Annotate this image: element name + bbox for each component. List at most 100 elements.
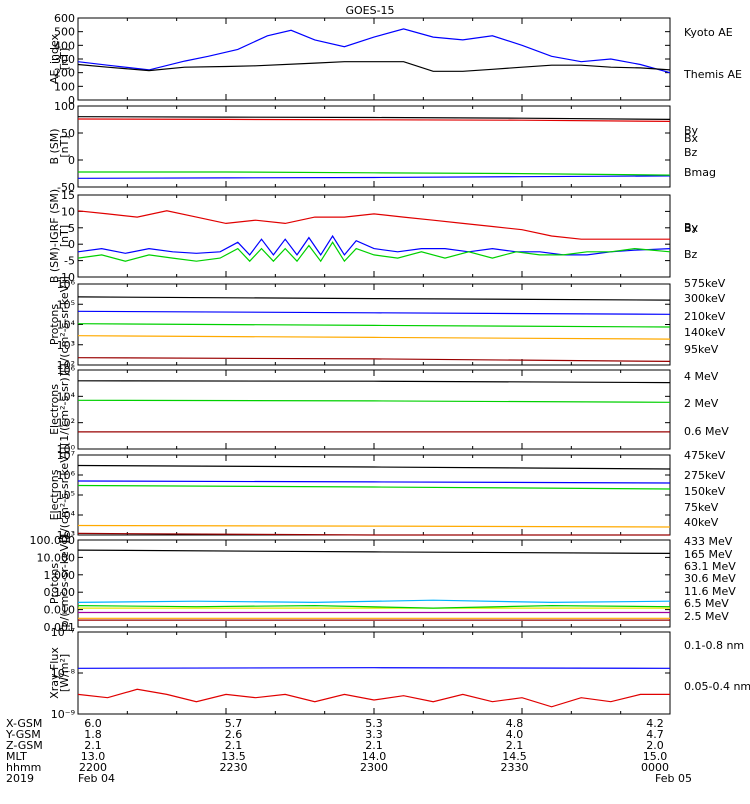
orbit-row-value: 13.0 xyxy=(81,750,106,763)
panel-5: 10⁰ 10² 10⁴ 10⁶ Electrons[1/(cm²-s-sr)] 4 MeV… xyxy=(48,364,729,456)
orbit-row-label: Y-GSM xyxy=(5,728,41,741)
orbit-row-label: MLT xyxy=(6,750,27,763)
y-axis-label: [p/(cm²-s-sr-keV)] xyxy=(58,535,71,632)
y-tick-label: 0.010 xyxy=(44,604,76,617)
orbit-row-value: 2300 xyxy=(360,761,388,774)
orbit-row-value: 2.6 xyxy=(225,728,243,741)
orbit-row-value: 3.3 xyxy=(365,728,383,741)
y-tick-label: 600 xyxy=(54,12,75,25)
legend-entry: 63.1 MeV xyxy=(684,560,736,573)
series-line xyxy=(77,480,671,484)
y-axis-label: [1/(cm²-s-sr-keV)] xyxy=(58,276,71,373)
y-tick-label: 15 xyxy=(61,189,75,202)
orbit-row-label: hhmm xyxy=(6,761,41,774)
legend-entry: 140keV xyxy=(684,326,726,339)
orbit-row-value: 2330 xyxy=(501,761,529,774)
series-line xyxy=(77,667,671,669)
series-line xyxy=(77,604,671,609)
panel-6: 10³ 10⁴ 10⁵ 10⁶ 10⁷ Electrons[1/(cm²-s-sr-keV… xyxy=(48,447,726,544)
y-tick-label: -10 xyxy=(57,271,75,284)
y-tick-label: 300 xyxy=(54,53,75,66)
legend-entry: By xyxy=(684,124,699,137)
orbit-row-value: 15.0 xyxy=(643,750,668,763)
y-axis-label: Protons xyxy=(48,563,61,604)
year-label: 2019 xyxy=(6,772,34,785)
y-tick-label: 10³ xyxy=(57,529,75,542)
orbit-row-value: 2.1 xyxy=(225,739,243,752)
y-axis-label: B (SM) xyxy=(48,128,61,164)
series-line xyxy=(77,524,671,528)
y-tick-label: 100.000 xyxy=(30,534,76,547)
orbit-row-value: 2230 xyxy=(220,761,248,774)
y-tick-label: -50 xyxy=(57,181,75,194)
y-tick-label: 10³ xyxy=(57,339,75,352)
legend-entry: 2.5 MeV xyxy=(684,610,729,623)
y-axis-label: [1/(cm²-s-sr-keV)] xyxy=(58,447,71,544)
orbit-row-value: 4.0 xyxy=(506,728,524,741)
legend-entry: Bmag xyxy=(684,166,716,179)
y-tick-label: 5 xyxy=(68,222,75,235)
series-line xyxy=(77,464,671,470)
legend-entry: 433 MeV xyxy=(684,535,733,548)
y-axis-label: [nT] xyxy=(58,135,71,157)
legend-entry: 300keV xyxy=(684,292,726,305)
series-line xyxy=(77,241,671,263)
y-tick-label: 10⁶ xyxy=(57,278,76,291)
y-tick-label: 10 xyxy=(61,205,75,218)
orbit-row-value: 5.3 xyxy=(365,717,383,730)
orbit-row-value: 2200 xyxy=(79,761,107,774)
y-tick-label: 0 xyxy=(68,94,75,107)
series-line xyxy=(77,234,671,256)
legend-entry: 40keV xyxy=(684,516,719,529)
y-axis-label: [nT] xyxy=(58,225,71,247)
panel-4: 10² 10³ 10⁴ 10⁵ 10⁶ Protons[1/(cm²-s-sr-keV)]… xyxy=(48,276,726,373)
series-line xyxy=(77,399,671,403)
y-tick-label: 10⁰ xyxy=(57,443,76,456)
y-axis-label: [nT] xyxy=(58,48,71,70)
series-line xyxy=(77,61,671,72)
orbit-row-value: 4.8 xyxy=(506,717,524,730)
y-axis-label: AE_index xyxy=(48,33,61,84)
legend-entry: 210keV xyxy=(684,310,726,323)
series-line xyxy=(77,357,671,362)
y-tick-label: 10⁴ xyxy=(57,319,76,332)
y-tick-label: 10⁻⁹ xyxy=(51,708,75,721)
orbit-row-value: 2.1 xyxy=(506,739,524,752)
series-line xyxy=(77,116,671,120)
legend-entry: Themis AE xyxy=(683,68,742,81)
orbit-row-value: 4.2 xyxy=(646,717,664,730)
plot-title: GOES-15 xyxy=(345,4,394,17)
date-label: Feb 04 xyxy=(78,772,115,785)
orbit-row-value: 4.7 xyxy=(646,728,664,741)
y-axis-label: Protons xyxy=(48,304,61,345)
series-line xyxy=(78,171,671,176)
y-tick-label: 10⁶ xyxy=(57,469,76,482)
legend-entry: Bz xyxy=(684,146,698,159)
series-line xyxy=(77,175,671,179)
panel-7: 0.001 0.010 0.100 1.000 10.000 100.000 Protons… xyxy=(30,534,737,634)
legend-entry: 275keV xyxy=(684,469,726,482)
y-tick-label: 10² xyxy=(57,417,75,430)
orbit-row-value: 0000 xyxy=(641,761,669,774)
legend-entry: 575keV xyxy=(684,277,726,290)
y-axis-label: [W/m²] xyxy=(58,654,71,692)
legend-entry: Kyoto AE xyxy=(684,26,733,39)
y-tick-label: 10⁵ xyxy=(57,298,75,311)
y-tick-label: 0.100 xyxy=(44,586,76,599)
y-tick-label: 100 xyxy=(54,100,75,113)
y-tick-label: 10⁴ xyxy=(57,509,76,522)
y-tick-label: 0.001 xyxy=(44,621,76,634)
y-tick-label: 0 xyxy=(68,238,75,251)
series-line xyxy=(77,310,671,315)
orbit-row-value: 14.5 xyxy=(502,750,527,763)
y-tick-label: 10⁷ xyxy=(57,449,75,462)
legend-entry: 95keV xyxy=(684,343,719,356)
series-line xyxy=(77,335,671,340)
y-tick-label: 1.000 xyxy=(44,569,76,582)
y-tick-label: 200 xyxy=(54,67,75,80)
